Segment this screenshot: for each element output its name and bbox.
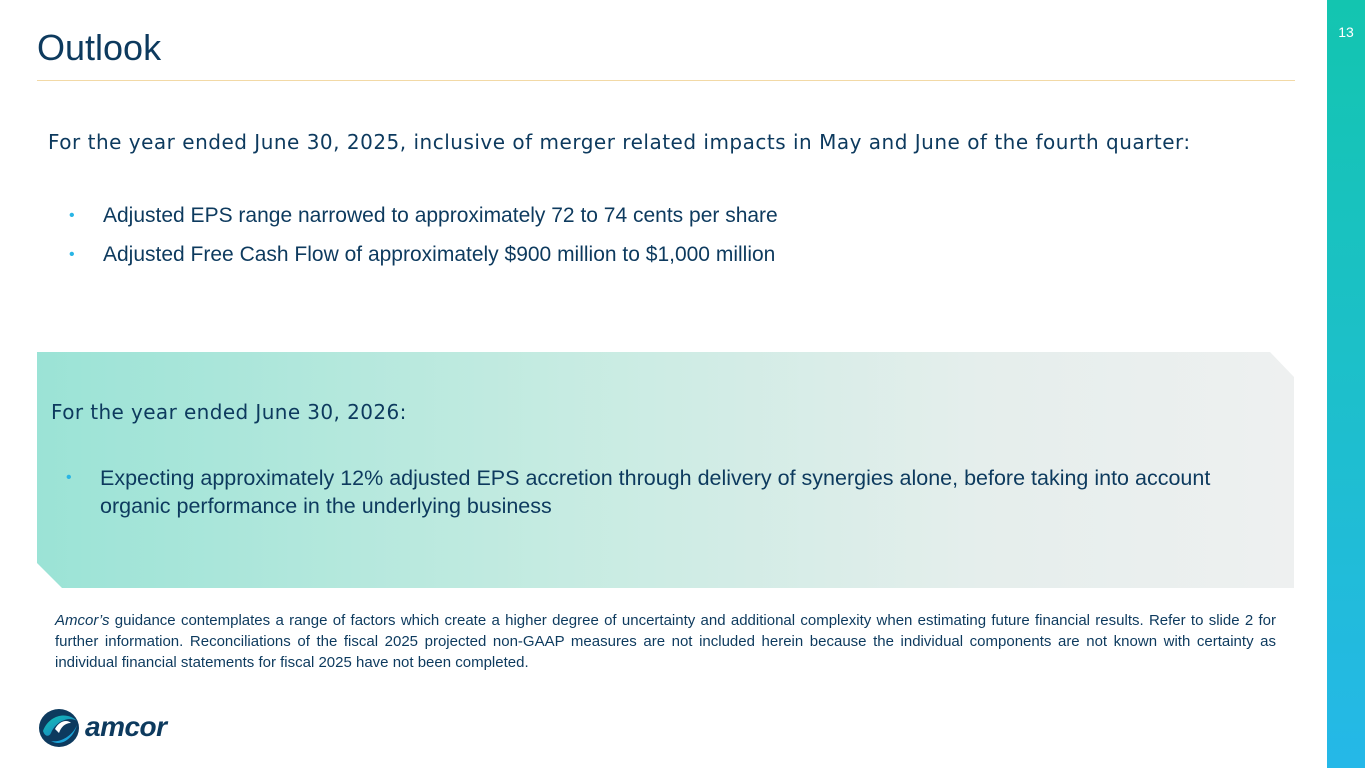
fy2025-bullet-text: Adjusted Free Cash Flow of approximately… (103, 243, 776, 266)
fy2026-bullet-text: Expecting approximately 12% adjusted EPS… (100, 466, 1211, 518)
fy2025-bullet: • Adjusted EPS range narrowed to approxi… (69, 202, 778, 230)
fy2026-bullet: • Expecting approximately 12% adjusted E… (66, 464, 1281, 520)
side-accent-bar (1327, 0, 1365, 768)
amcor-globe-icon (39, 709, 79, 747)
page-number: 13 (1338, 24, 1354, 40)
disclaimer-company: Amcor’s (55, 612, 110, 629)
fy2025-bullet-list: • Adjusted EPS range narrowed to approxi… (69, 202, 778, 280)
bullet-icon: • (66, 469, 72, 486)
slide-title: Outlook (37, 27, 162, 68)
amcor-wordmark: amcor (85, 711, 167, 742)
disclaimer-text: guidance contemplates a range of factors… (55, 612, 1276, 671)
amcor-logo: amcor (37, 707, 172, 749)
fy2025-bullet-text: Adjusted EPS range narrowed to approxima… (103, 204, 778, 227)
fy2025-bullet: • Adjusted Free Cash Flow of approximate… (69, 241, 778, 269)
fy2025-intro: For the year ended June 30, 2025, inclus… (48, 130, 1191, 154)
bullet-icon: • (69, 246, 75, 263)
title-divider (37, 80, 1295, 81)
fy2026-bullet-list: • Expecting approximately 12% adjusted E… (66, 464, 1281, 520)
fy2026-panel (37, 352, 1294, 588)
guidance-disclaimer: Amcor’s guidance contemplates a range of… (55, 610, 1276, 673)
bullet-icon: • (69, 207, 75, 224)
fy2026-intro: For the year ended June 30, 2026: (51, 400, 407, 424)
